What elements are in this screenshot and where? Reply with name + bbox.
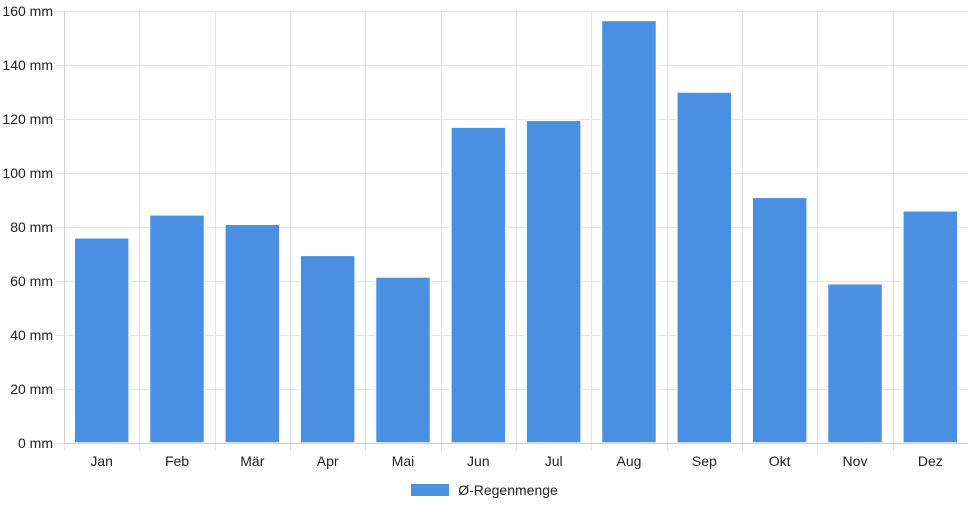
bar-aug[interactable] <box>600 19 658 444</box>
axes-layer <box>64 11 968 444</box>
bar-feb[interactable] <box>148 214 206 444</box>
bar-jan[interactable] <box>73 237 130 444</box>
y-tick-label: 0 mm <box>18 435 53 451</box>
bar-okt[interactable] <box>751 196 808 444</box>
bar-nov[interactable] <box>826 282 884 444</box>
x-tick-label: Mär <box>240 453 264 469</box>
legend-item[interactable]: Ø-Regenmenge <box>410 482 558 498</box>
x-tick-label: Dez <box>918 453 943 469</box>
y-tick-label: 140 mm <box>2 57 53 73</box>
x-tick-label: Mai <box>392 453 415 469</box>
x-tick-label: Apr <box>317 453 339 469</box>
bar-dez[interactable] <box>902 210 959 444</box>
x-tick-label: Nov <box>843 453 868 469</box>
y-tick-label: 20 mm <box>10 381 53 397</box>
labels-layer: 0 mm 20 mm 40 mm 60 mm 80 mm 100 mm 120 mm 140 … <box>2 3 942 469</box>
y-tick-label: 40 mm <box>10 327 53 343</box>
y-tick-label: 80 mm <box>10 219 53 235</box>
bar-jul[interactable] <box>525 119 582 444</box>
bar-apr[interactable] <box>299 254 356 444</box>
bar-mai[interactable] <box>374 276 432 444</box>
bar-jun[interactable] <box>450 126 507 444</box>
bar-mär[interactable] <box>224 223 281 444</box>
x-tick-label: Jan <box>90 453 113 469</box>
y-tick-label: 100 mm <box>2 165 53 181</box>
y-tick-label: 120 mm <box>2 111 53 127</box>
x-tick-label: Jun <box>467 453 490 469</box>
y-tick-label: 160 mm <box>2 3 53 19</box>
bars-layer <box>73 19 959 444</box>
x-tick-label: Sep <box>692 453 717 469</box>
x-tick-label: Jul <box>545 453 563 469</box>
legend-label: Ø-Regenmenge <box>458 482 558 498</box>
x-tick-label: Feb <box>165 453 189 469</box>
chart-canvas: 0 mm 20 mm 40 mm 60 mm 80 mm 100 mm 120 mm 140 … <box>2 3 968 469</box>
x-tick-label: Okt <box>769 453 791 469</box>
legend: Ø-Regenmenge <box>0 478 968 502</box>
legend-swatch <box>410 483 451 497</box>
y-tick-label: 60 mm <box>10 273 53 289</box>
grid-layer <box>56 11 968 451</box>
bar-sep[interactable] <box>676 91 733 444</box>
x-tick-label: Aug <box>617 453 642 469</box>
